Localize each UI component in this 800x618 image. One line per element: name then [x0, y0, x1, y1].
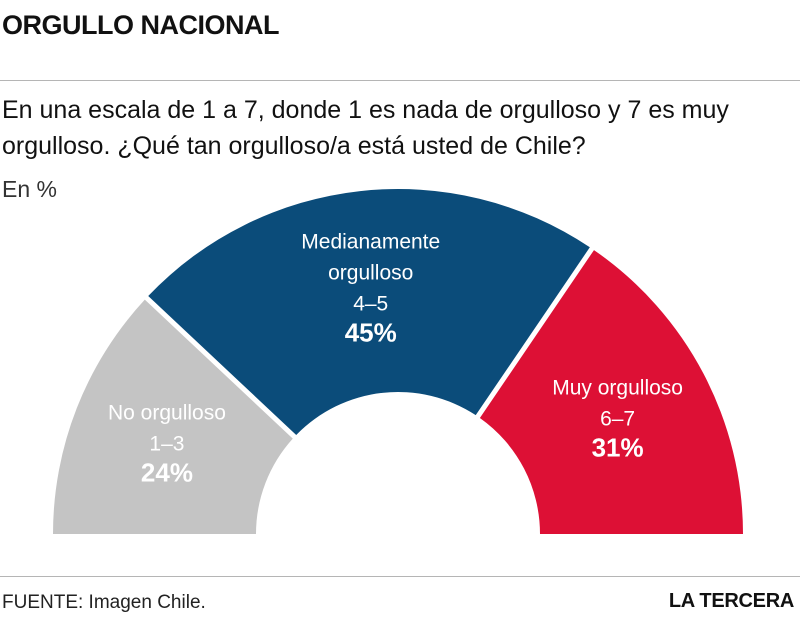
top-divider: [0, 80, 800, 81]
slice-label-range: 4–5: [353, 293, 388, 316]
slice-label-name-line-2: orgulloso: [328, 262, 413, 285]
slice-medianamente-orgulloso: [148, 188, 590, 435]
slice-label-percent: 31%: [592, 433, 644, 463]
chart-header-title: ORGULLO NACIONAL: [2, 10, 279, 40]
slice-label-range: 1–3: [149, 433, 184, 456]
brand-logo-text: LA TERCERA: [668, 590, 794, 612]
source-note: FUENTE: Imagen Chile.: [2, 592, 206, 613]
slice-muy-orgulloso: [479, 250, 743, 534]
slice-label-name-line-1: Medianamente: [301, 231, 440, 254]
slice-label-range: 6–7: [600, 408, 635, 431]
bottom-divider: [0, 576, 800, 577]
slice-label-name: No orgulloso: [108, 402, 226, 425]
slice-label-percent: 24%: [141, 458, 193, 488]
slice-label-name: Muy orgulloso: [552, 377, 683, 400]
survey-question: En una escala de 1 a 7, donde 1 es nada …: [2, 96, 729, 160]
unit-label: En %: [2, 176, 57, 202]
slice-no-orgulloso: [53, 299, 293, 534]
slice-label-percent: 45%: [345, 318, 397, 348]
